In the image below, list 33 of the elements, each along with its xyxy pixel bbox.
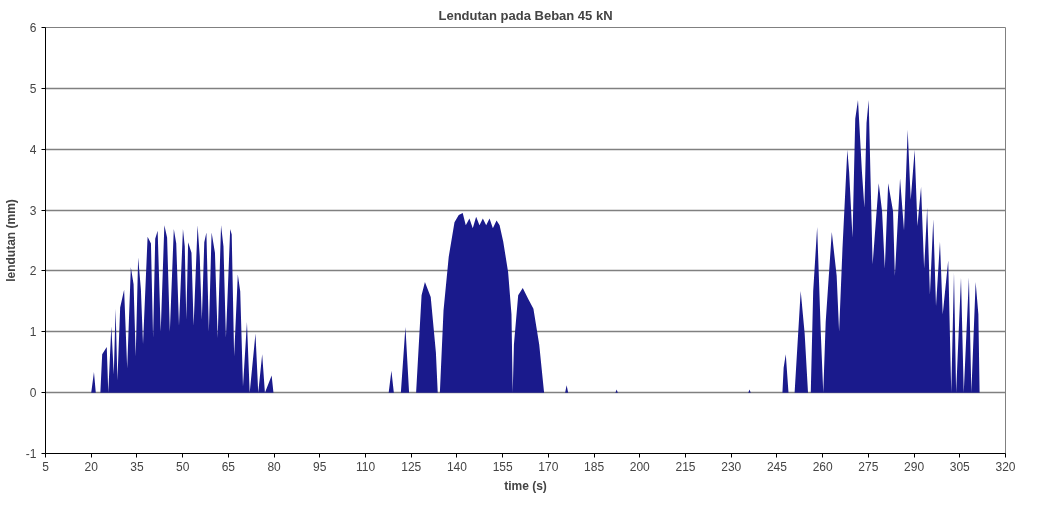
x-tick-label: 35 (130, 459, 144, 474)
y-axis-title: lendutan (mm) (3, 199, 18, 282)
y-tick-label: 0 (29, 386, 37, 401)
y-tick-label: 5 (29, 81, 37, 96)
x-tick-label: 110 (355, 459, 376, 474)
x-tick-label: 50 (175, 459, 190, 474)
x-tick-label: 80 (267, 459, 282, 474)
x-tick-label: 320 (995, 459, 1016, 474)
x-tick-label: 155 (492, 459, 513, 474)
x-tick-label: 200 (629, 459, 651, 474)
y-tick-label: 4 (29, 142, 37, 157)
x-tick-label: 185 (584, 459, 605, 474)
x-tick-label: 215 (675, 459, 696, 474)
y-tick-label: 1 (29, 325, 37, 340)
x-tick-label: 170 (538, 459, 559, 474)
x-tick-label: 5 (42, 459, 50, 474)
x-tick-label: 245 (766, 459, 788, 474)
x-tick-label: 290 (904, 459, 925, 474)
x-tick-label: 230 (721, 459, 742, 474)
x-tick-label: 20 (84, 459, 99, 474)
y-tick-label: 6 (29, 21, 37, 35)
y-tick-label: 2 (29, 264, 37, 279)
y-tick-label: -1 (25, 447, 37, 461)
y-tick-label: 3 (29, 203, 37, 218)
x-tick-label: 65 (221, 459, 236, 474)
x-tick-label: 305 (949, 459, 971, 474)
x-axis-title: time (s) (504, 478, 547, 493)
x-tick-label: 125 (401, 459, 422, 474)
x-tick-label: 275 (858, 459, 879, 474)
x-tick-label: 95 (313, 459, 327, 474)
chart-title: Lendutan pada Beban 45 kN (438, 7, 613, 23)
x-tick-label: 260 (812, 459, 833, 474)
x-tick-label: 140 (446, 459, 468, 474)
